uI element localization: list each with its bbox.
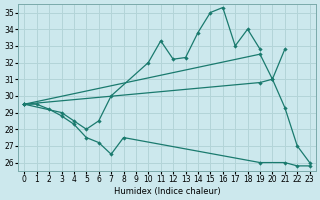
X-axis label: Humidex (Indice chaleur): Humidex (Indice chaleur) bbox=[114, 187, 220, 196]
